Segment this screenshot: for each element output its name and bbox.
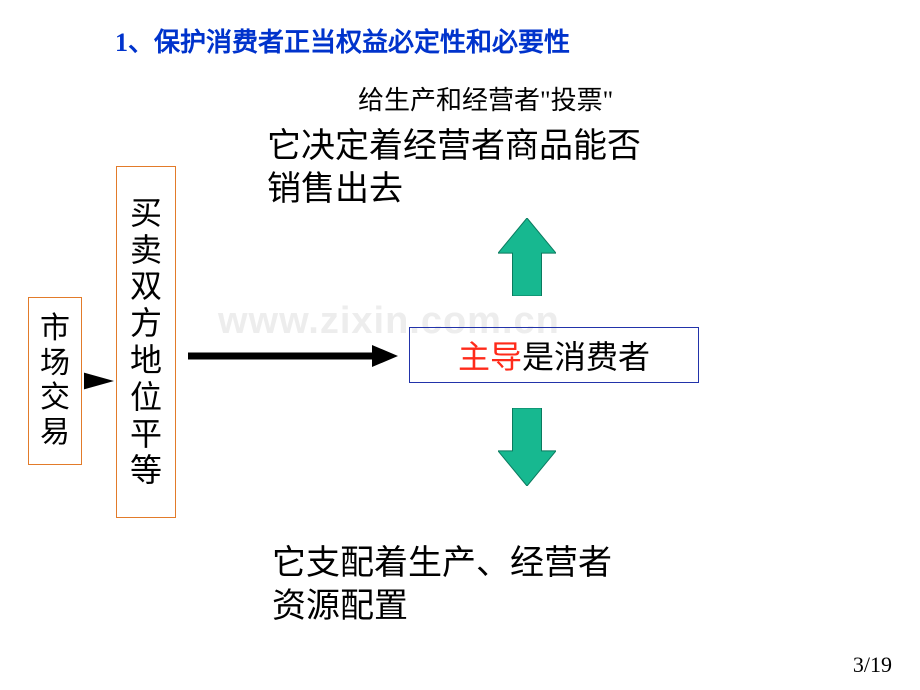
text-controls-resources: 它支配着生产、经营者 资源配置 (272, 543, 612, 628)
char: 方 (130, 305, 162, 342)
text-determines-sales: 它决定着经营者商品能否 销售出去 (267, 126, 641, 211)
slide-title: 1、保护消费者正当权益必定性和必要性 (115, 22, 570, 59)
highlight-text: 主导 (458, 332, 522, 378)
arrow-right-long-icon (188, 345, 398, 367)
line: 它决定着经营者商品能否 (267, 128, 641, 165)
arrow-up-icon (498, 218, 556, 296)
line: 销售出去 (267, 171, 403, 208)
char: 位 (130, 379, 162, 416)
subtitle-voting: 给生产和经营者"投票" (358, 85, 613, 118)
char: 场 (40, 347, 70, 382)
arrow-right-small-icon (84, 369, 114, 393)
char: 交 (40, 381, 70, 416)
char: 双 (130, 268, 162, 305)
box-market-trade: 市 场 交 易 (28, 297, 82, 465)
normal-text: 是消费者 (522, 332, 650, 378)
arrow-down-icon (498, 408, 556, 486)
box-consumer-leads: 主导是消费者 (409, 327, 699, 383)
box-equal-position: 买 卖 双 方 地 位 平 等 (116, 166, 176, 518)
char: 市 (40, 312, 70, 347)
char: 易 (40, 416, 70, 451)
page-number: 3/19 (853, 652, 892, 678)
line: 资源配置 (272, 588, 408, 625)
line: 它支配着生产、经营者 (272, 545, 612, 582)
char: 等 (130, 452, 162, 489)
char: 买 (130, 195, 162, 232)
char: 平 (130, 416, 162, 453)
char: 卖 (130, 232, 162, 269)
char: 地 (130, 342, 162, 379)
